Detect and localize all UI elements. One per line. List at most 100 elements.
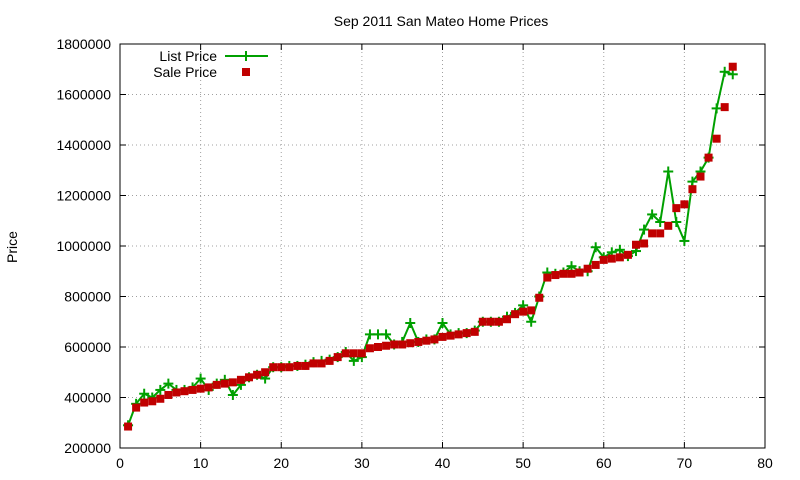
- sale-price-point: [511, 310, 520, 319]
- sale-price-point: [349, 349, 358, 358]
- sale-price-point: [720, 103, 729, 112]
- list-price-point: [614, 244, 625, 255]
- list-price-point: [719, 66, 730, 77]
- sale-price-point: [632, 240, 640, 249]
- x-tick-label: 20: [273, 455, 289, 471]
- list-price-point: [405, 318, 416, 329]
- list-price-point: [687, 176, 698, 187]
- sale-price-point: [228, 378, 237, 387]
- sale-price-point: [422, 336, 431, 345]
- list-price-point: [663, 166, 674, 177]
- x-tick-label: 0: [116, 455, 124, 471]
- sale-price-point: [640, 239, 649, 248]
- sale-price-point: [535, 293, 544, 302]
- sale-price-point: [551, 271, 560, 280]
- list-price-point: [639, 224, 650, 235]
- sale-price-point: [156, 394, 165, 403]
- y-tick-label: 1000000: [56, 238, 111, 254]
- list-price-point: [679, 235, 690, 246]
- series-layer: [123, 62, 738, 431]
- sale-price-point: [269, 363, 278, 372]
- list-price-point: [590, 242, 601, 253]
- sale-price-point: [664, 221, 673, 230]
- sale-price-point: [543, 273, 552, 282]
- legend-label-list-price: List Price: [159, 48, 217, 64]
- sale-price-point: [277, 363, 286, 372]
- list-price-point: [727, 69, 738, 80]
- sale-price-point: [212, 380, 221, 389]
- sale-price-point: [478, 317, 487, 326]
- sale-price-point: [357, 349, 366, 358]
- sale-price-point: [728, 62, 737, 71]
- sale-price-point: [462, 329, 471, 338]
- sale-price-point: [285, 363, 294, 372]
- sale-price-point: [559, 269, 568, 278]
- sale-price-point: [680, 200, 689, 209]
- x-tick-label: 70: [677, 455, 693, 471]
- sale-price-point: [398, 340, 407, 349]
- list-price-point: [155, 384, 166, 395]
- legend-swatch-sale-price: [242, 68, 250, 76]
- sale-price-point: [325, 356, 334, 365]
- x-tick-label: 10: [193, 455, 209, 471]
- list-price-point: [437, 318, 448, 329]
- y-tick-label: 1200000: [56, 188, 111, 204]
- plot-frame: [119, 43, 766, 449]
- sale-price-point: [374, 343, 382, 351]
- sale-price-point: [454, 330, 463, 339]
- sale-price-point: [704, 153, 713, 162]
- sale-price-point: [406, 339, 415, 348]
- sale-price-point: [623, 250, 632, 259]
- sale-price-point: [317, 359, 326, 368]
- x-tick-label: 50: [515, 455, 531, 471]
- sale-price-point: [503, 315, 511, 324]
- sale-price-point: [688, 185, 697, 194]
- sale-price-point: [188, 385, 197, 394]
- sale-price-point: [438, 332, 447, 341]
- list-price-point: [348, 355, 359, 366]
- chart-title: Sep 2011 San Mateo Home Prices: [334, 13, 549, 29]
- sale-price-point: [172, 388, 181, 397]
- sale-price-point: [341, 349, 350, 358]
- list-price-point: [711, 103, 722, 114]
- sale-price-point: [293, 361, 302, 370]
- list-price-point: [227, 389, 238, 400]
- sale-price-point: [712, 134, 721, 143]
- sale-price-point: [333, 353, 342, 362]
- list-price-point: [163, 378, 174, 389]
- x-tick-label: 60: [596, 455, 612, 471]
- sale-price-point: [527, 306, 536, 315]
- sale-price-point: [180, 387, 189, 396]
- list-price-point: [671, 217, 682, 228]
- sale-price-point: [164, 390, 173, 399]
- sale-price-point: [486, 317, 495, 326]
- sale-price-point: [245, 373, 253, 382]
- list-price-point: [566, 261, 577, 272]
- sale-price-point: [599, 255, 608, 264]
- sale-price-point: [261, 368, 270, 377]
- sale-price-point: [494, 317, 503, 326]
- sale-price-point: [672, 204, 681, 213]
- x-tick-label: 40: [435, 455, 451, 471]
- sale-price-point: [470, 327, 479, 336]
- legend-label-sale-price: Sale Price: [153, 64, 217, 80]
- y-tick-label: 600000: [64, 339, 111, 355]
- list-price-point: [655, 217, 666, 228]
- y-tick-label: 1600000: [56, 87, 111, 103]
- sale-price-point: [607, 254, 616, 263]
- sale-price-point: [567, 269, 576, 278]
- x-tick-label: 80: [757, 455, 773, 471]
- y-tick-label: 200000: [64, 440, 111, 456]
- series-line-list-price: [127, 70, 734, 426]
- list-price-point: [647, 209, 658, 220]
- sale-price-point: [236, 375, 245, 384]
- sale-price-point: [414, 337, 423, 346]
- list-price-point: [195, 373, 206, 384]
- y-tick-label: 1400000: [56, 137, 111, 153]
- sale-price-point: [382, 341, 391, 350]
- sale-price-point: [365, 344, 374, 353]
- y-axis-label: Price: [4, 231, 20, 263]
- x-tick-label: 30: [354, 455, 370, 471]
- y-tick-label: 400000: [64, 390, 111, 406]
